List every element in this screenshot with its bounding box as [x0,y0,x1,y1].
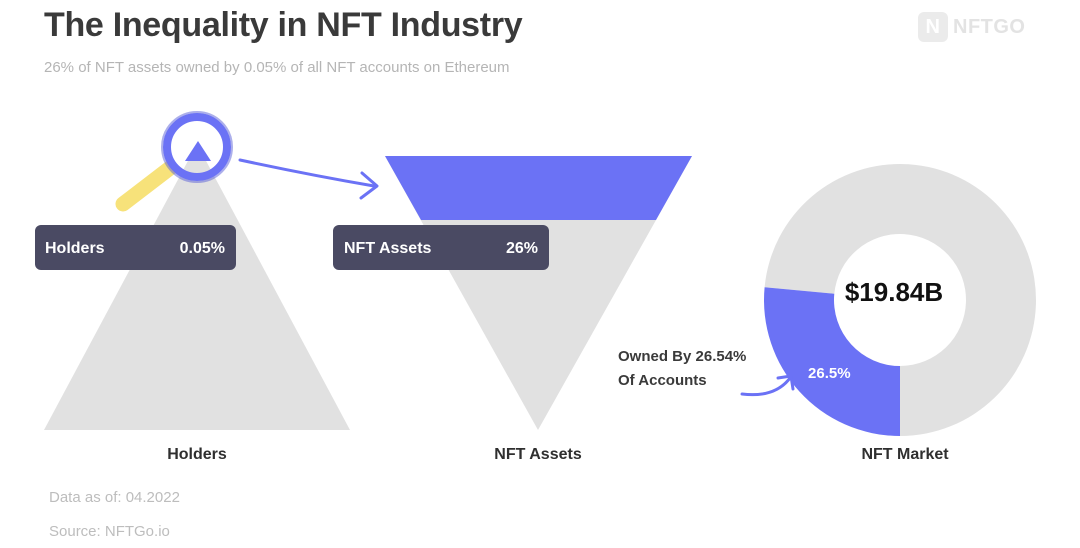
nftgo-logo-icon: N [918,12,948,42]
magnifier-icon [115,111,233,212]
market-total-label: $19.84B [845,277,943,307]
holders-pyramid [44,144,350,430]
data-source-note: Source: NFTGo.io [49,523,170,540]
data-date-note: Data as of: 04.2022 [49,489,180,506]
holders-label-name: Holders [45,240,105,257]
assets-inverted-pyramid [385,156,692,430]
market-annotation-line-1: Owned By 26.54% [618,348,746,365]
curved-arrow-icon [238,158,379,200]
market-annotation-line-2: Of Accounts [618,372,707,389]
market-slice-label: 26.5% [808,365,851,382]
annotation-arrow-icon [740,374,795,397]
holders-label-value: 0.05% [180,240,225,257]
market-donut-slice [764,287,901,437]
market-donut [764,164,1036,437]
assets-label-name: NFT Assets [344,240,432,257]
nftgo-logo-text: NFTGO [953,15,1026,38]
chart-subtitle: 26% of NFT assets owned by 0.05% of all … [44,59,510,76]
chart-title: The Inequality in NFT Industry [44,6,523,44]
market-donut-remainder [764,164,1036,437]
assets-highlight-band [385,156,692,220]
holders-axis-label: Holders [167,446,227,463]
assets-label-box: NFT Assets 26% [333,225,549,270]
holders-label-box: Holders 0.05% [35,225,236,270]
holders-highlight-tip [185,141,211,161]
assets-axis-label: NFT Assets [494,446,582,463]
nftgo-logo: N NFTGO [918,12,1026,42]
assets-label-value: 26% [506,240,538,257]
market-axis-label: NFT Market [861,446,949,463]
